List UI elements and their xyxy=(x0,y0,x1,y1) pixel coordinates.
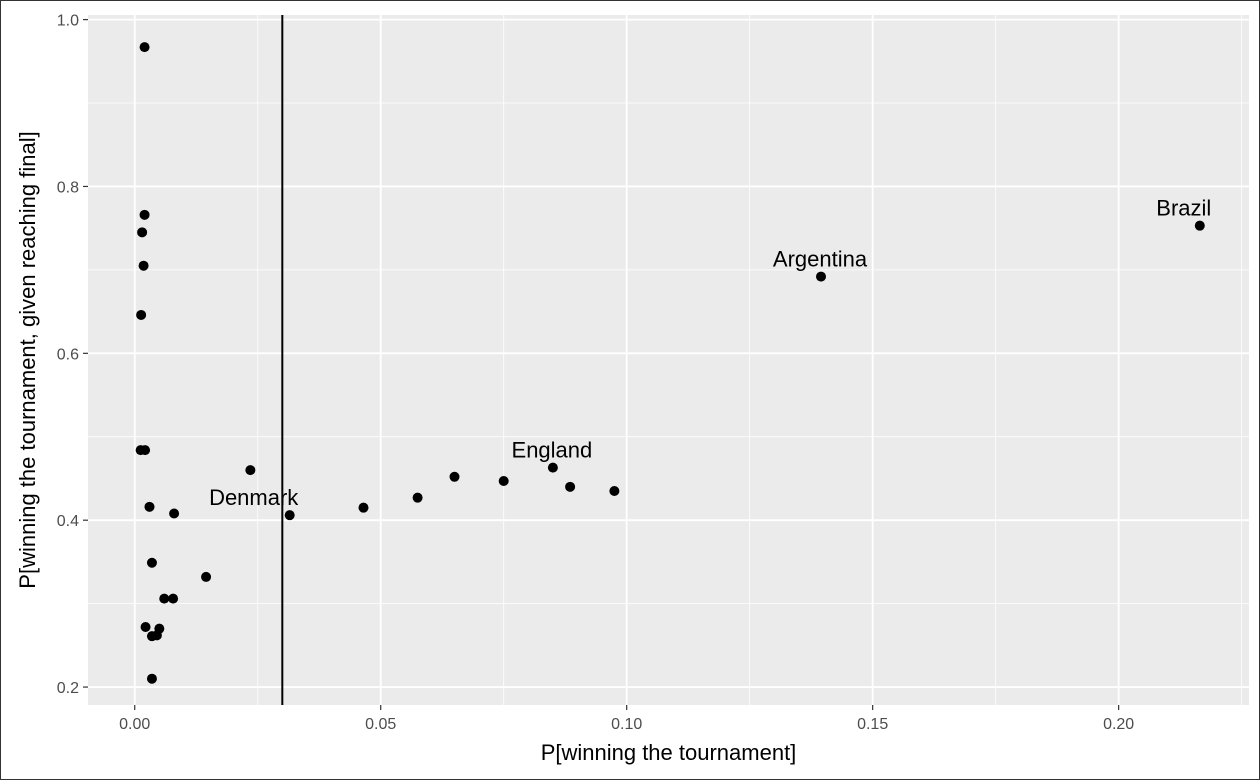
data-point xyxy=(144,501,155,512)
data-point xyxy=(136,309,147,320)
data-point xyxy=(284,510,295,521)
data-point xyxy=(609,485,620,496)
y-axis-title: P[winning the tournament, given reaching… xyxy=(15,131,40,588)
plot-panel xyxy=(88,15,1249,705)
x-axis-title: P[winning the tournament] xyxy=(541,740,797,765)
data-point xyxy=(139,42,150,53)
data-point xyxy=(140,621,151,632)
point-label: Brazil xyxy=(1156,196,1211,221)
x-tick-label: 0.00 xyxy=(119,716,150,733)
data-point xyxy=(358,502,369,513)
point-label: England xyxy=(512,438,593,463)
point-label: Denmark xyxy=(209,485,299,510)
x-tick-label: 0.20 xyxy=(1103,716,1134,733)
data-point xyxy=(168,593,179,604)
data-point xyxy=(151,630,162,641)
data-point xyxy=(138,260,149,271)
data-point xyxy=(139,209,150,220)
data-point xyxy=(146,557,157,568)
y-tick-label: 0.4 xyxy=(57,513,79,530)
y-tick-label: 0.6 xyxy=(57,346,79,363)
y-tick-label: 1.0 xyxy=(57,13,79,30)
data-point xyxy=(146,673,157,684)
data-point xyxy=(498,475,509,486)
data-point xyxy=(816,271,827,282)
x-tick-label: 0.15 xyxy=(857,716,888,733)
x-tick-label: 0.10 xyxy=(611,716,642,733)
data-point xyxy=(412,492,423,503)
point-label: Argentina xyxy=(773,247,868,272)
y-tick-label: 0.2 xyxy=(57,680,79,697)
data-point xyxy=(140,445,151,456)
data-point xyxy=(565,481,576,492)
data-point xyxy=(201,571,212,582)
y-tick-label: 0.8 xyxy=(57,179,79,196)
x-tick-label: 0.05 xyxy=(365,716,396,733)
data-point xyxy=(159,593,170,604)
data-point xyxy=(547,462,558,473)
data-point xyxy=(449,471,460,482)
data-point xyxy=(169,508,180,519)
data-point xyxy=(1194,220,1205,231)
data-point xyxy=(245,465,256,476)
data-point xyxy=(137,227,148,238)
